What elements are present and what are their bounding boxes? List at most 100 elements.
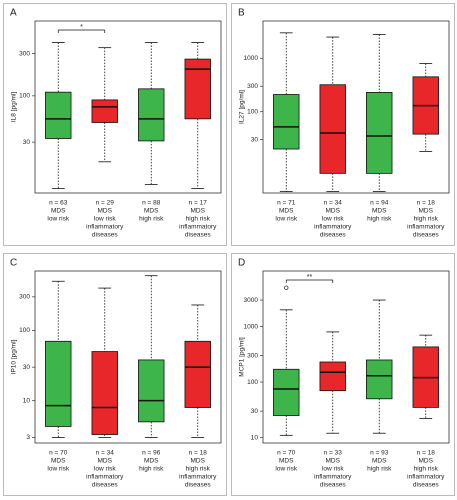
x-tick-label: diseases	[92, 232, 118, 239]
y-tick-label: 300	[247, 352, 258, 359]
x-tick-label: MDS	[98, 208, 113, 215]
box	[273, 94, 300, 150]
panel-letter: A	[10, 8, 17, 19]
x-tick-label: MDS	[279, 458, 294, 465]
x-tick-label: n = 29	[96, 200, 115, 207]
x-tick-label: n = 88	[142, 200, 161, 207]
x-tick-label: high risk	[414, 216, 439, 223]
box	[138, 359, 165, 423]
y-axis-label: IL8 [pg/ml]	[11, 92, 18, 123]
x-tick-label: MDS	[372, 458, 387, 465]
x-tick-label: high risk	[414, 466, 439, 473]
y-tick-label: 100	[19, 327, 30, 334]
y-tick-label: 10	[251, 434, 259, 441]
box	[91, 99, 118, 123]
y-tick-label: 1000	[244, 55, 259, 62]
x-tick-label: inflammatory	[86, 224, 124, 231]
x-tick-label: inflammatory	[179, 474, 217, 481]
y-tick-label: 30	[251, 408, 259, 415]
x-tick-label: inflammatory	[314, 224, 352, 231]
significance-label: *	[80, 24, 83, 31]
significance-label: **	[307, 274, 313, 281]
plot-frame	[34, 270, 222, 444]
x-tick-label: MDS	[419, 458, 434, 465]
x-tick-label: inflammatory	[179, 224, 217, 231]
box	[366, 359, 393, 400]
outlier	[284, 285, 289, 290]
panel-letter: D	[238, 258, 245, 269]
y-tick-label: 10	[23, 397, 31, 404]
x-tick-label: MDS	[144, 458, 159, 465]
x-tick-label: diseases	[320, 482, 346, 489]
x-tick-label: diseases	[320, 232, 346, 239]
x-tick-label: n = 33	[324, 450, 343, 457]
box	[45, 340, 72, 427]
x-tick-label: low risk	[47, 466, 69, 473]
y-tick-label: 100	[247, 379, 258, 386]
x-tick-label: high risk	[367, 216, 392, 223]
x-tick-label: inflammatory	[314, 474, 352, 481]
x-tick-label: high risk	[367, 466, 392, 473]
y-tick-label: 30	[23, 139, 31, 146]
x-tick-label: low risk	[47, 216, 69, 223]
x-tick-label: n = 70	[49, 450, 68, 457]
box	[366, 91, 393, 174]
x-tick-label: inflammatory	[407, 474, 445, 481]
box	[319, 84, 346, 174]
x-tick-label: n = 17	[189, 200, 208, 207]
y-tick-label: 100	[247, 108, 258, 115]
x-tick-label: low risk	[94, 466, 116, 473]
x-tick-label: diseases	[185, 232, 211, 239]
panel-frame	[3, 253, 227, 496]
plot-frame	[262, 20, 450, 194]
box	[91, 351, 118, 435]
x-tick-label: MDS	[191, 208, 206, 215]
x-tick-label: low risk	[275, 466, 297, 473]
x-tick-label: inflammatory	[407, 224, 445, 231]
plot-frame	[34, 20, 222, 194]
panel-frame	[3, 3, 227, 246]
y-tick-label: 30	[251, 136, 259, 143]
panel-frame	[231, 253, 455, 496]
x-tick-label: n = 63	[49, 200, 68, 207]
x-tick-label: n = 93	[370, 450, 389, 457]
y-axis-label: IP10 [pg/ml]	[11, 339, 18, 374]
y-tick-label: 1000	[244, 323, 259, 330]
box	[138, 88, 165, 142]
y-tick-label: 300	[19, 294, 30, 301]
x-tick-label: high risk	[186, 216, 211, 223]
x-tick-label: n = 71	[277, 200, 296, 207]
box	[273, 368, 300, 416]
x-tick-label: MDS	[372, 208, 387, 215]
box	[319, 361, 346, 392]
x-tick-label: low risk	[322, 466, 344, 473]
x-tick-label: diseases	[413, 482, 439, 489]
x-tick-label: MDS	[419, 208, 434, 215]
x-tick-label: MDS	[191, 458, 206, 465]
x-tick-label: low risk	[275, 216, 297, 223]
x-tick-label: n = 70	[277, 450, 296, 457]
y-tick-label: 300	[19, 50, 30, 57]
x-tick-label: MDS	[144, 208, 159, 215]
panel-letter: C	[10, 258, 17, 269]
box	[184, 340, 211, 408]
x-tick-label: n = 34	[96, 450, 115, 457]
x-tick-label: diseases	[185, 482, 211, 489]
x-tick-label: MDS	[98, 458, 113, 465]
x-tick-label: n = 18	[417, 200, 436, 207]
panel-letter: B	[238, 8, 245, 19]
x-tick-label: MDS	[51, 458, 66, 465]
x-tick-label: high risk	[139, 466, 164, 473]
plot-frame	[262, 270, 450, 444]
x-tick-label: high risk	[186, 466, 211, 473]
x-tick-label: low risk	[322, 216, 344, 223]
y-axis-label: IL27 [pg/ml]	[239, 90, 246, 124]
y-tick-label: 3	[26, 434, 30, 441]
box	[184, 58, 211, 120]
x-tick-label: diseases	[92, 482, 118, 489]
x-tick-label: low risk	[94, 216, 116, 223]
x-tick-label: n = 94	[370, 200, 389, 207]
